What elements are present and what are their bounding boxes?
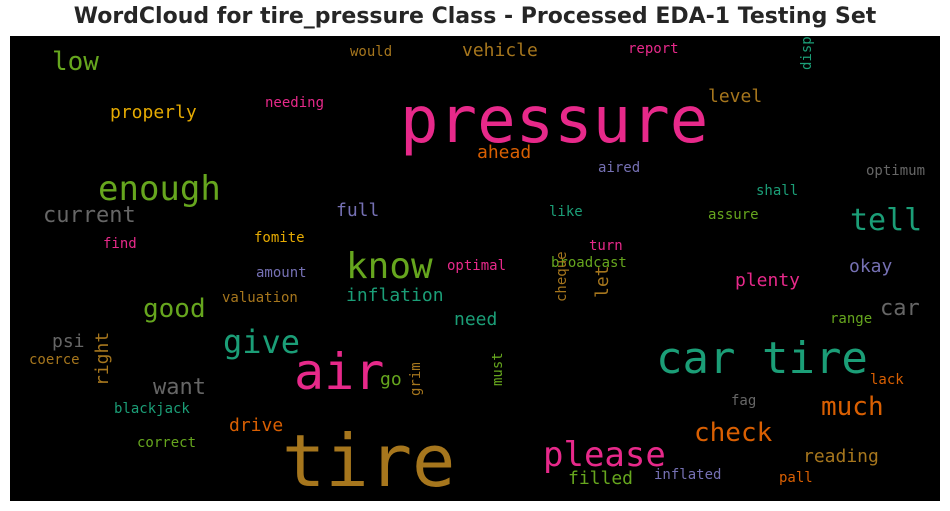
word-range: range (830, 311, 872, 327)
word-psi: psi (52, 331, 85, 352)
word-pressure: pressure (400, 84, 708, 158)
word-good: good (143, 294, 206, 324)
word-cloud: pressure tire car tire air know enough please g… (10, 0, 940, 503)
word-correct: correct (137, 435, 196, 451)
word-must: must (490, 352, 506, 386)
word-aired: aired (598, 160, 640, 176)
word-find: find (103, 236, 137, 252)
word-right: right (92, 332, 113, 386)
word-valuation: valuation (222, 290, 298, 306)
word-dispirited: dispirited (799, 36, 815, 70)
word-full: full (336, 200, 379, 221)
word-grim: grim (408, 362, 424, 396)
word-let: let (592, 265, 613, 298)
word-lack: lack (870, 372, 904, 388)
word-pall: pall (779, 470, 813, 486)
word-tell: tell (850, 203, 922, 238)
word-level: level (708, 86, 762, 107)
word-filled: filled (568, 468, 633, 489)
word-please: please (543, 435, 666, 475)
word-drive: drive (229, 415, 283, 436)
word-reading: reading (803, 446, 879, 467)
word-blackjack: blackjack (114, 401, 190, 417)
word-optimum: optimum (866, 163, 925, 179)
word-needing: needing (265, 95, 324, 111)
word-shall: shall (756, 183, 798, 199)
word-go: go (380, 369, 402, 390)
word-need: need (454, 309, 497, 330)
word-optimal: optimal (447, 258, 506, 274)
word-cloud-panel: pressure tire car tire air know enough please g… (10, 0, 940, 503)
word-car: car (880, 296, 920, 321)
chart-title: WordCloud for tire_pressure Class - Proc… (73, 4, 877, 29)
word-tire: tire (282, 419, 455, 501)
word-give: give (223, 323, 300, 361)
word-okay: okay (849, 256, 893, 277)
word-current: current (43, 203, 136, 228)
word-much: much (821, 392, 884, 422)
word-amount: amount (256, 265, 307, 281)
word-want: want (153, 375, 206, 400)
word-inflated: inflated (654, 467, 721, 483)
word-know: know (346, 246, 433, 287)
word-check: check (694, 418, 773, 448)
word-plenty: plenty (735, 270, 800, 291)
word-inflation: inflation (346, 285, 444, 306)
word-air: air (294, 343, 384, 401)
word-assure: assure (708, 207, 759, 223)
word-properly: properly (110, 102, 197, 123)
word-turn: turn (589, 238, 623, 254)
word-broadcast: broadcast (551, 255, 627, 271)
word-vehicle: vehicle (462, 40, 538, 61)
word-cheque: cheque (554, 251, 570, 302)
cloud-background (10, 36, 940, 501)
word-report: report (628, 41, 679, 57)
word-fag: fag (731, 393, 756, 409)
word-would: would (350, 44, 392, 60)
word-low: low (52, 47, 99, 77)
word-coerce: coerce (29, 352, 80, 368)
word-fomite: fomite (254, 230, 305, 246)
word-like: like (549, 204, 583, 220)
word-ahead: ahead (477, 142, 531, 163)
word-car-tire: car tire (656, 333, 868, 384)
word-enough: enough (98, 169, 221, 209)
